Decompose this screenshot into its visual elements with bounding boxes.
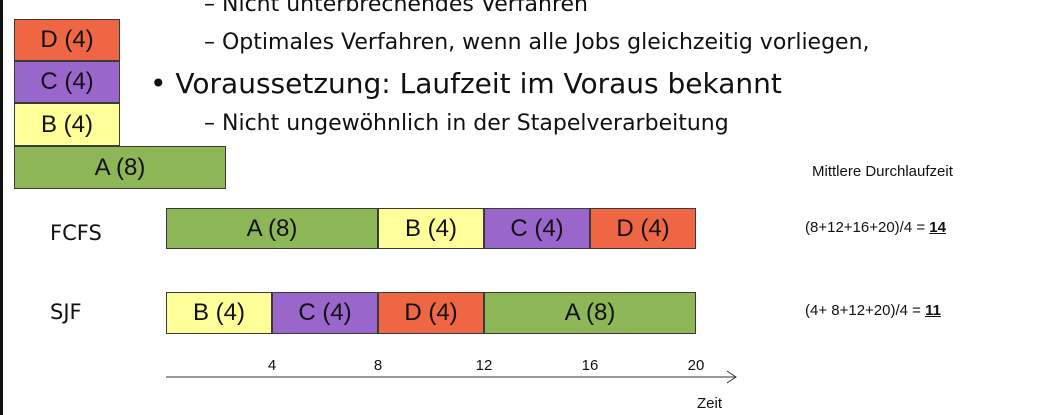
bullet-nonpreemptive: – Nicht unterbrechendes Verfahren (204, 0, 588, 17)
fcfs-formula-text: (8+12+16+20)/4 = (805, 219, 930, 236)
fcfs-job-a: A (8) (166, 208, 378, 249)
fcfs-job-b: B (4) (378, 208, 484, 249)
bullet-voraussetzung: • Voraussetzung: Laufzeit im Voraus beka… (150, 67, 782, 100)
fcfs-result: 14 (929, 219, 946, 236)
sjf-job-b: B (4) (166, 292, 272, 334)
sjf-label: SJF (50, 300, 82, 324)
time-axis-tick-label: 8 (373, 357, 383, 374)
time-axis-tick-label: 12 (475, 357, 493, 374)
sjf-formula-text: (4+ 8+12+20)/4 = (805, 302, 926, 319)
bullet-batch: – Nicht ungewöhnlich in der Stapelverarb… (204, 111, 729, 136)
sjf-job-c: C (4) (272, 292, 378, 334)
slide-left-border (0, 0, 3, 415)
fcfs-job-d: D (4) (590, 208, 696, 249)
stack-job-a: A (8) (14, 146, 226, 189)
time-axis-label: Zeit (697, 395, 723, 412)
stack-job-c: C (4) (14, 61, 120, 103)
stack-job-b: B (4) (14, 103, 120, 146)
sjf-formula: (4+ 8+12+20)/4 = 11 (805, 302, 941, 319)
stack-job-d: D (4) (14, 19, 120, 61)
fcfs-formula: (8+12+16+20)/4 = 14 (805, 219, 946, 236)
fcfs-label: FCFS (50, 221, 102, 245)
bullet-optimal: – Optimales Verfahren, wenn alle Jobs gl… (204, 30, 870, 55)
sjf-result: 11 (925, 302, 941, 319)
avg-turnaround-heading: Mittlere Durchlaufzeit (812, 163, 953, 180)
fcfs-job-c: C (4) (484, 208, 590, 249)
time-axis-tick-label: 4 (267, 357, 277, 374)
sjf-job-d: D (4) (378, 292, 484, 334)
time-axis-tick-label: 16 (581, 357, 599, 374)
sjf-job-a: A (8) (484, 292, 696, 334)
time-axis-tick-label: 20 (687, 357, 705, 374)
time-axis-arrowhead (726, 370, 737, 384)
